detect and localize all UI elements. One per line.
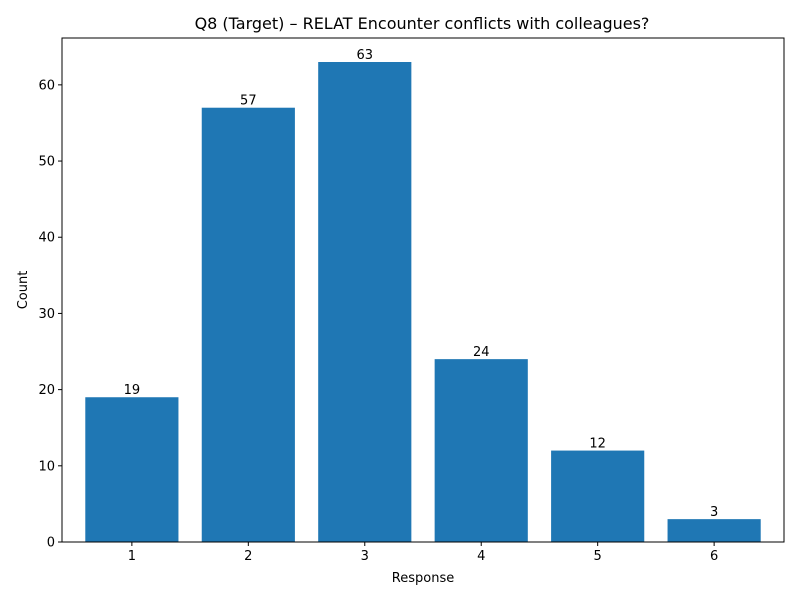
chart-title: Q8 (Target) – RELAT Encounter conflicts …	[195, 14, 650, 33]
bar-2	[201, 107, 295, 542]
y-axis-ticks: 0 10 20 30 40 50 60	[38, 78, 62, 551]
y-axis-label: Count	[16, 271, 31, 310]
plot-frame	[61, 37, 785, 543]
y-tick-label-20: 20	[38, 383, 55, 398]
data-label-2: 57	[240, 94, 257, 109]
data-label-5: 12	[589, 437, 606, 452]
x-tick-label-6: 6	[710, 549, 718, 564]
y-tick-label-60: 60	[38, 78, 55, 93]
bars-group	[85, 62, 761, 542]
bar-3	[318, 62, 412, 542]
x-axis-ticks: 1 2 3 4 5 6	[128, 542, 718, 564]
x-tick-label-4: 4	[477, 549, 485, 564]
x-axis-label: Response	[392, 571, 454, 586]
data-labels-group: 19 57 63 24 12 3	[124, 48, 719, 520]
data-label-4: 24	[473, 345, 490, 360]
bar-4	[434, 359, 528, 542]
y-tick-label-30: 30	[38, 307, 55, 322]
data-label-1: 19	[124, 383, 141, 398]
data-label-6: 3	[710, 505, 718, 520]
x-tick-label-2: 2	[244, 549, 252, 564]
x-tick-label-3: 3	[361, 549, 369, 564]
y-tick-label-0: 0	[47, 536, 55, 551]
y-tick-label-40: 40	[38, 231, 55, 246]
x-tick-label-5: 5	[594, 549, 602, 564]
bar-1	[85, 397, 179, 542]
bar-6	[667, 519, 761, 542]
y-tick-label-10: 10	[38, 459, 55, 474]
bar-5	[551, 450, 645, 542]
x-tick-label-1: 1	[128, 549, 136, 564]
data-label-3: 63	[357, 48, 374, 63]
y-tick-label-50: 50	[38, 155, 55, 170]
